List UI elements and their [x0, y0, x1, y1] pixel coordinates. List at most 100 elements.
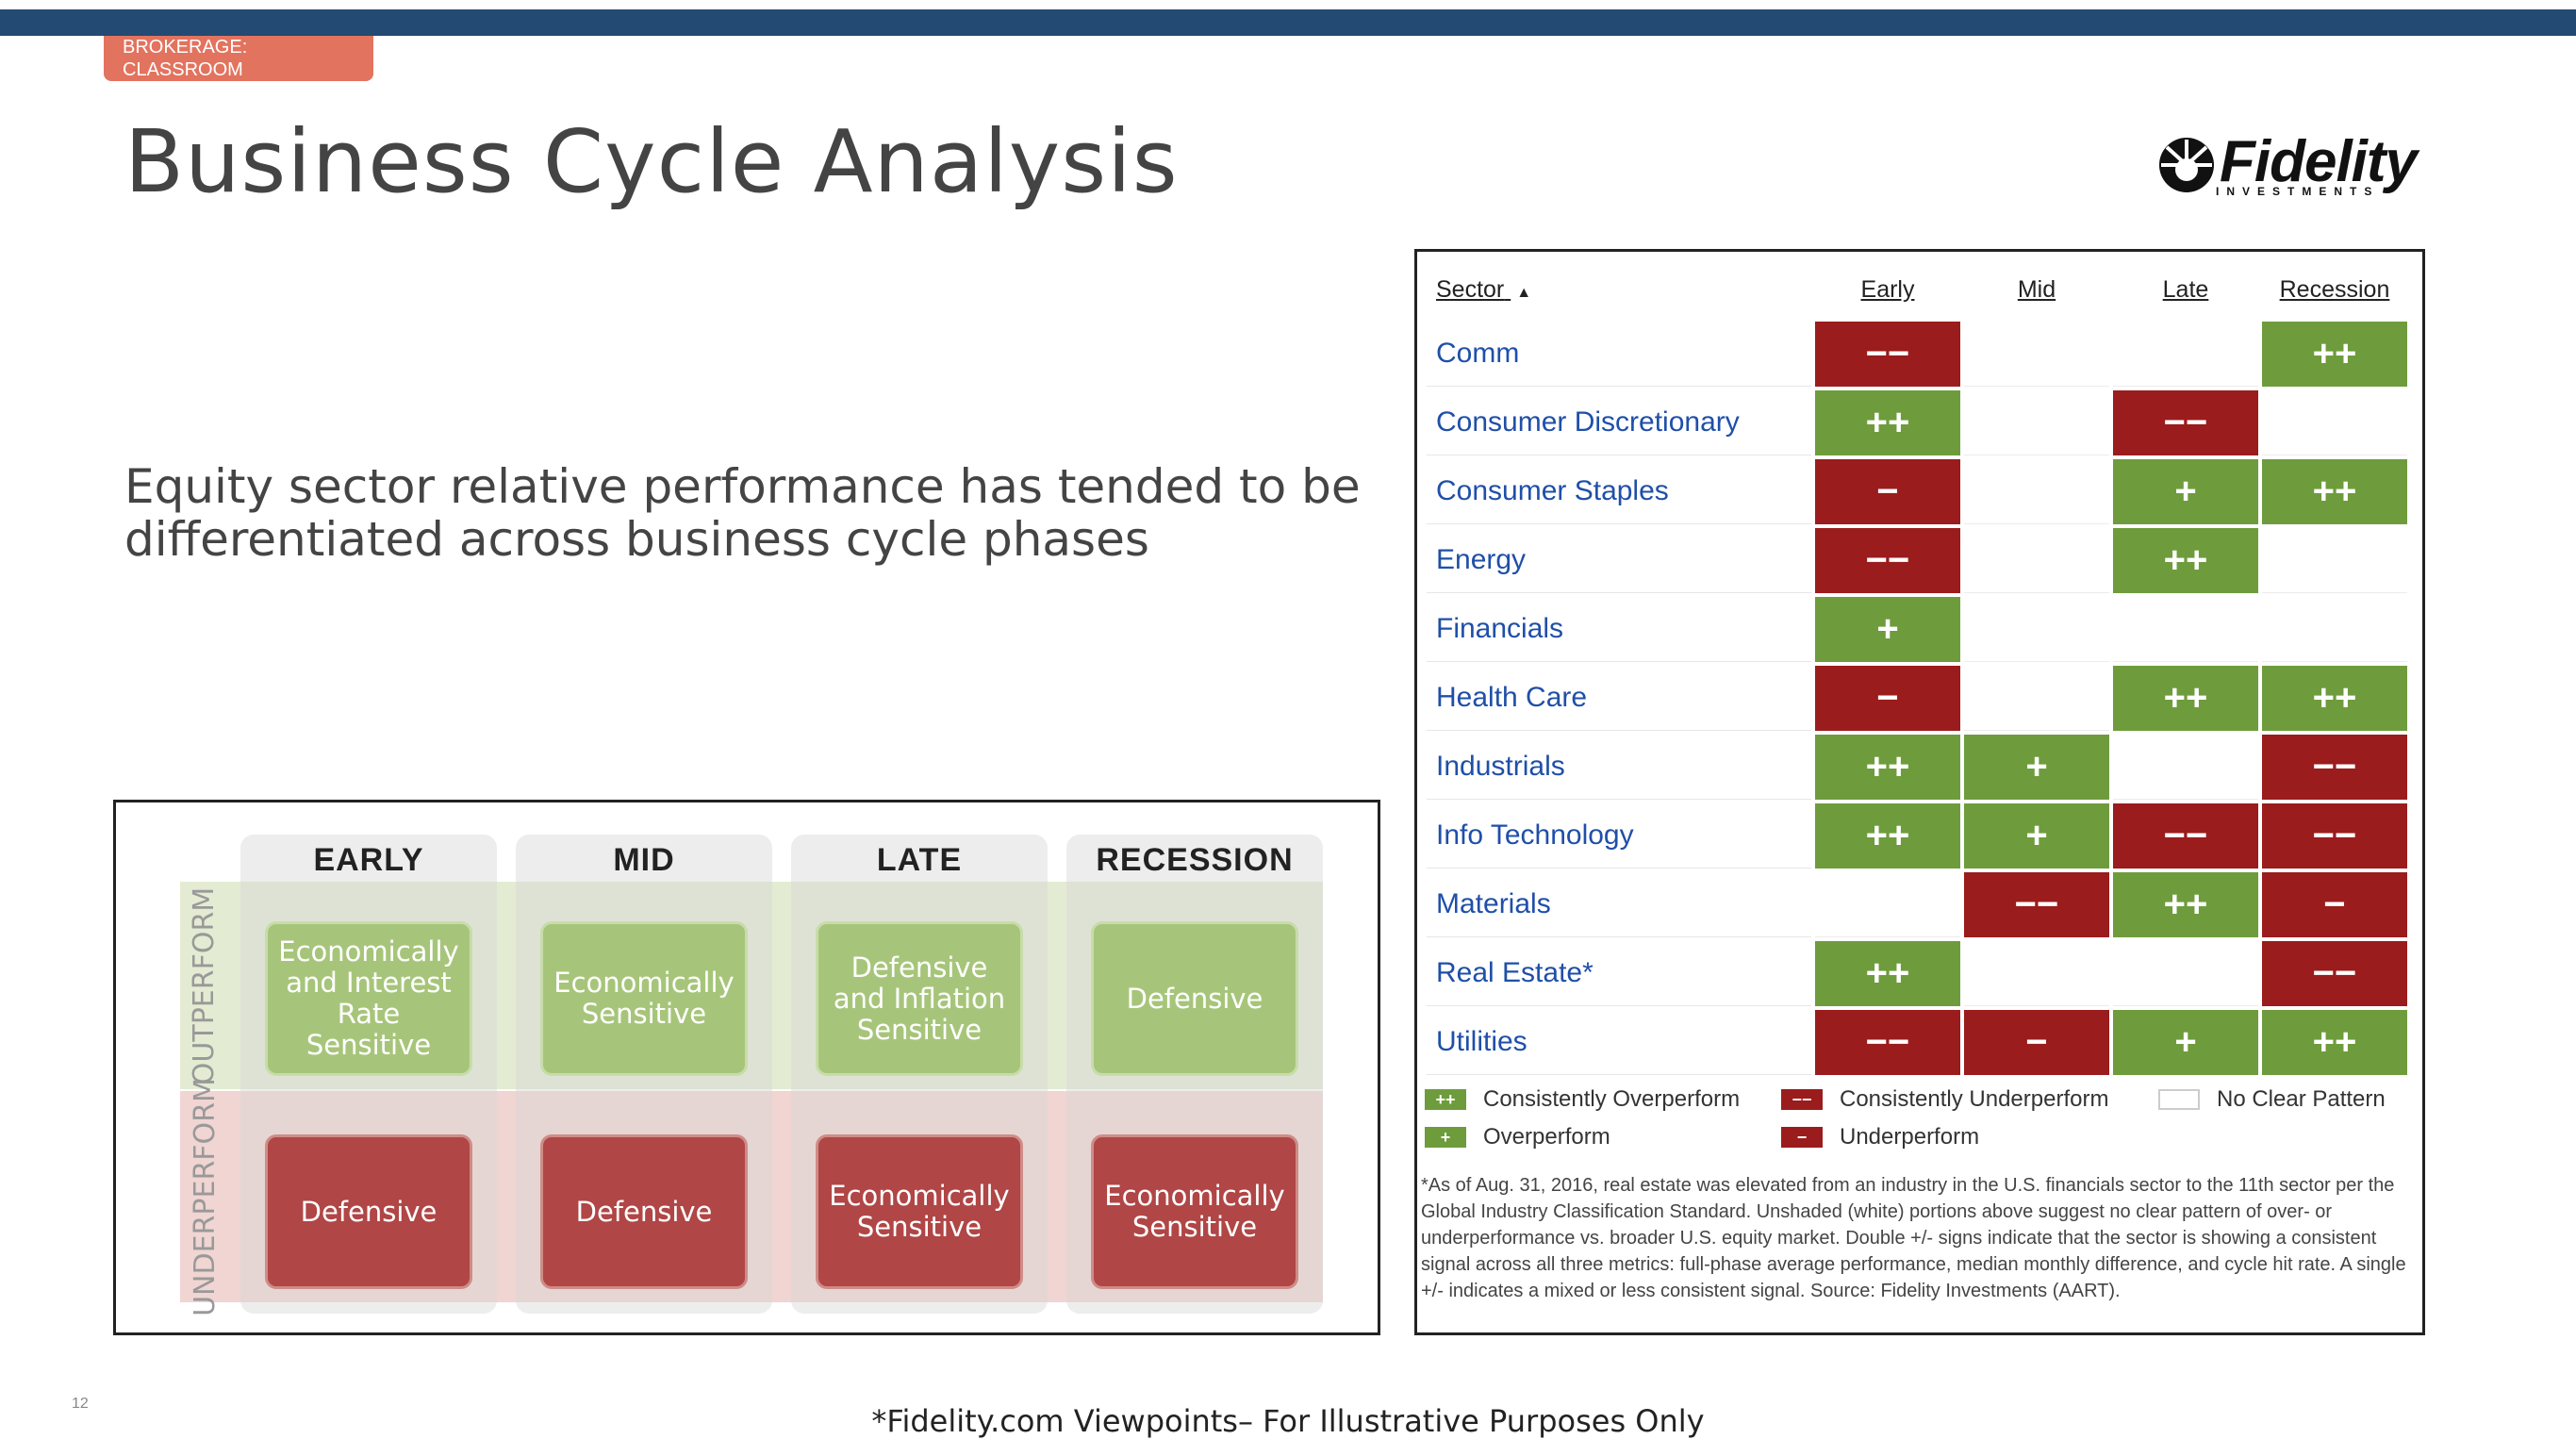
signal-cell-early: ++	[1815, 735, 1960, 800]
signal-cell-early: ++	[1815, 390, 1960, 455]
signal-cell-recession: −−	[2262, 735, 2407, 800]
sector-name-link[interactable]: Utilities	[1427, 1010, 1811, 1075]
sector-column-header[interactable]: Sector ▲	[1427, 261, 1811, 318]
signal-cell-recession: −−	[2262, 941, 2407, 1006]
signal-cell-recession: −−	[2262, 803, 2407, 869]
table-row: Info Technology ++ + −− −−	[1427, 803, 2407, 869]
matrix-column-mid: MID Economically Sensitive Defensive	[516, 835, 772, 1314]
signal-cell-recession	[2262, 528, 2407, 593]
signal-cell-mid: −−	[1964, 872, 2109, 937]
legend-overperform: + Overperform	[1425, 1123, 1610, 1151]
sector-name-link[interactable]: Consumer Staples	[1427, 459, 1811, 524]
signal-cell-early: ++	[1815, 941, 1960, 1006]
sector-name-link[interactable]: Consumer Discretionary	[1427, 390, 1811, 455]
outperform-cell: Economically Sensitive	[540, 921, 748, 1076]
fidelity-logo: Fidelity INVESTMENTS	[2157, 129, 2446, 200]
signal-cell-late: −−	[2113, 390, 2258, 455]
sector-name-link[interactable]: Energy	[1427, 528, 1811, 593]
legend-no-clear-pattern: No Clear Pattern	[2158, 1085, 2386, 1114]
double-plus-swatch-icon: ++	[1425, 1089, 1466, 1110]
signal-cell-late: ++	[2113, 666, 2258, 731]
signal-cell-mid	[1964, 322, 2109, 387]
signal-cell-recession	[2262, 390, 2407, 455]
underperform-label-text: UNDERPERFORM	[188, 1077, 222, 1316]
signal-cell-mid	[1964, 597, 2109, 662]
signal-cell-recession: ++	[2262, 666, 2407, 731]
sector-name-link[interactable]: Info Technology	[1427, 803, 1811, 869]
signal-cell-early: −	[1815, 459, 1960, 524]
recession-column-header[interactable]: Recession	[2279, 275, 2390, 303]
signal-cell-mid	[1964, 528, 2109, 593]
signal-cell-mid	[1964, 390, 2109, 455]
section-subtitle: Equity sector relative performance has t…	[124, 459, 1361, 567]
late-column-header[interactable]: Late	[2162, 275, 2209, 303]
table-row: Industrials ++ + −−	[1427, 735, 2407, 800]
badge-line-1: BROKERAGE:	[123, 37, 248, 58]
early-column-header[interactable]: Early	[1860, 275, 1915, 303]
signal-cell-recession: ++	[2262, 459, 2407, 524]
blank-swatch-icon	[2158, 1089, 2200, 1110]
signal-cell-mid: +	[1964, 803, 2109, 869]
column-header: RECESSION	[1096, 842, 1294, 878]
signal-cell-early: −−	[1815, 528, 1960, 593]
top-banner-bar	[0, 9, 2576, 36]
sector-table: Sector ▲ Early Mid Late Recession Comm −−…	[1423, 257, 2411, 1079]
logo-subtext: INVESTMENTS	[2216, 185, 2380, 198]
signal-cell-late: ++	[2113, 872, 2258, 937]
signal-cell-late: +	[2113, 459, 2258, 524]
outperform-cell: Economically and Interest Rate Sensitive	[265, 921, 472, 1076]
signal-cell-mid: +	[1964, 735, 2109, 800]
underperform-cell: Economically Sensitive	[816, 1134, 1023, 1289]
sector-name-link[interactable]: Financials	[1427, 597, 1811, 662]
sector-performance-panel: Sector ▲ Early Mid Late Recession Comm −−…	[1414, 249, 2425, 1335]
sector-name-link[interactable]: Industrials	[1427, 735, 1811, 800]
table-row: Real Estate* ++ −−	[1427, 941, 2407, 1006]
signal-cell-early: −−	[1815, 322, 1960, 387]
brokerage-classroom-badge: BROKERAGE: CLASSROOM	[104, 36, 373, 81]
signal-cell-mid: −	[1964, 1010, 2109, 1075]
sector-header-label[interactable]: Sector	[1436, 275, 1505, 303]
signal-cell-early: ++	[1815, 803, 1960, 869]
sort-ascending-icon: ▲	[1516, 284, 1532, 301]
signal-cell-early: +	[1815, 597, 1960, 662]
legend-label: Underperform	[1840, 1124, 1980, 1150]
sector-name-link[interactable]: Health Care	[1427, 666, 1811, 731]
signal-cell-late	[2113, 597, 2258, 662]
matrix-column-late: LATE Defensive and Inflation Sensitive E…	[791, 835, 1048, 1314]
logo-wordmark: Fidelity	[2220, 129, 2418, 194]
table-row: Consumer Discretionary ++ −−	[1427, 390, 2407, 455]
table-row: Utilities −− − + ++	[1427, 1010, 2407, 1075]
underperform-cell: Defensive	[540, 1134, 748, 1289]
column-header: MID	[613, 842, 675, 878]
matrix-column-early: EARLY Economically and Interest Rate Sen…	[240, 835, 497, 1314]
legend-label: Consistently Underperform	[1840, 1086, 2109, 1112]
table-row: Energy −− ++	[1427, 528, 2407, 593]
signal-cell-late	[2113, 322, 2258, 387]
legend-consistently-overperform: ++ Consistently Overperform	[1425, 1085, 1740, 1114]
signal-cell-early	[1815, 872, 1960, 937]
column-header: EARLY	[313, 842, 424, 878]
mid-column-header[interactable]: Mid	[2017, 275, 2056, 303]
signal-cell-late: +	[2113, 1010, 2258, 1075]
minus-swatch-icon: −	[1781, 1127, 1823, 1148]
signal-cell-mid	[1964, 666, 2109, 731]
double-minus-swatch-icon: −−	[1781, 1089, 1823, 1110]
signal-cell-recession: ++	[2262, 1010, 2407, 1075]
signal-cell-late	[2113, 735, 2258, 800]
signal-cell-recession	[2262, 597, 2407, 662]
outperform-cell: Defensive and Inflation Sensitive	[816, 921, 1023, 1076]
underperform-cell: Economically Sensitive	[1091, 1134, 1298, 1289]
page-number: 12	[72, 1396, 89, 1412]
signal-cell-recession: ++	[2262, 322, 2407, 387]
table-row: Comm −− ++	[1427, 322, 2407, 387]
sector-name-link[interactable]: Materials	[1427, 872, 1811, 937]
underperform-cell: Defensive	[265, 1134, 472, 1289]
signal-cell-late: ++	[2113, 528, 2258, 593]
plus-swatch-icon: +	[1425, 1127, 1466, 1148]
legend-consistently-underperform: −− Consistently Underperform	[1781, 1085, 2108, 1114]
sector-name-link[interactable]: Comm	[1427, 322, 1811, 387]
illustrative-purposes-note: *Fidelity.com Viewpoints– For Illustrati…	[871, 1403, 1705, 1439]
sector-name-link[interactable]: Real Estate*	[1427, 941, 1811, 1006]
sector-table-body: Comm −− ++ Consumer Discretionary ++ −− Consum…	[1427, 322, 2407, 1075]
signal-cell-late	[2113, 941, 2258, 1006]
